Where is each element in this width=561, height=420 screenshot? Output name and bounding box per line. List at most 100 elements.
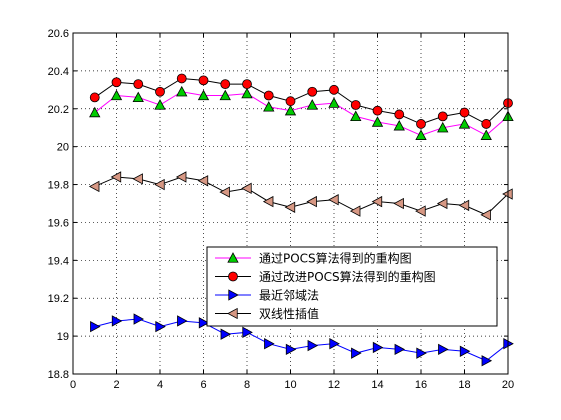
data-point xyxy=(371,116,384,127)
data-point xyxy=(133,79,144,90)
data-point xyxy=(371,195,383,208)
axis-ticks: 0 2 4 6 8 10 12 14 16 18 20 18.8 19 19.2 19.4 19.6 19.8 2… xyxy=(48,28,515,391)
legend-label: 双线性插值 xyxy=(259,306,319,321)
x-tick-label: 12 xyxy=(328,379,340,391)
data-point xyxy=(219,89,231,101)
data-point xyxy=(306,195,317,208)
data-point xyxy=(351,347,362,359)
data-point xyxy=(219,186,230,198)
data-point xyxy=(349,205,361,217)
data-point xyxy=(133,313,145,325)
data-point xyxy=(197,89,210,101)
legend-label: 最近邻域法 xyxy=(259,289,319,303)
x-tick-label: 20 xyxy=(502,379,514,391)
legend-item: 通过改进POCS算法得到的重构图 xyxy=(215,269,436,284)
legend-label: 通过改进POCS算法得到的重构图 xyxy=(259,269,436,284)
data-point xyxy=(458,199,470,212)
data-point xyxy=(393,197,404,210)
data-point xyxy=(220,79,231,90)
data-point xyxy=(110,171,122,183)
data-point xyxy=(132,173,143,185)
x-tick-label: 8 xyxy=(244,379,250,391)
data-point xyxy=(197,175,209,187)
data-point xyxy=(175,171,187,183)
data-point xyxy=(372,105,383,116)
legend-marker xyxy=(227,252,239,263)
legend-marker xyxy=(227,307,238,320)
data-point xyxy=(307,339,319,352)
legend-label: 通过POCS算法得到的重构图 xyxy=(259,251,412,266)
data-point xyxy=(416,119,426,129)
data-point xyxy=(394,109,405,120)
y-tick-label: 19.6 xyxy=(48,217,69,229)
data-point xyxy=(90,320,101,333)
data-point xyxy=(198,75,209,86)
data-point xyxy=(480,129,492,140)
data-point xyxy=(89,106,101,118)
y-tick-label: 19 xyxy=(57,331,69,343)
legend-marker xyxy=(228,271,238,282)
data-point xyxy=(328,97,340,108)
data-point xyxy=(111,77,122,88)
data-point xyxy=(241,87,253,99)
data-point xyxy=(198,317,210,329)
x-tick-label: 10 xyxy=(284,379,296,391)
data-point xyxy=(176,85,188,97)
y-tick-label: 19.2 xyxy=(48,293,69,305)
legend-item: 通过POCS算法得到的重构图 xyxy=(215,251,412,266)
data-point xyxy=(264,338,275,350)
series-1 xyxy=(89,85,514,140)
data-point xyxy=(329,338,340,350)
data-point xyxy=(242,79,252,90)
data-point xyxy=(415,129,427,140)
data-point xyxy=(437,111,448,122)
x-tick-label: 16 xyxy=(415,379,427,391)
x-tick-label: 6 xyxy=(200,379,206,391)
data-point xyxy=(155,86,165,97)
data-point xyxy=(263,101,275,112)
data-point xyxy=(154,99,166,110)
y-tick-label: 20.4 xyxy=(48,66,69,78)
data-point xyxy=(89,92,100,103)
data-point xyxy=(438,343,449,356)
data-point xyxy=(110,89,123,101)
y-tick-label: 20.6 xyxy=(48,28,69,40)
data-point xyxy=(285,343,297,356)
data-point xyxy=(88,180,100,193)
data-point xyxy=(241,182,252,195)
series-3 xyxy=(90,313,514,367)
data-point xyxy=(155,320,166,333)
data-point xyxy=(416,347,427,359)
data-point xyxy=(329,84,339,95)
data-point xyxy=(285,96,296,107)
data-point xyxy=(481,119,492,129)
y-tick-label: 18.8 xyxy=(48,369,69,381)
data-point xyxy=(436,197,448,210)
data-point xyxy=(350,110,362,122)
x-tick-label: 0 xyxy=(70,379,76,391)
data-point xyxy=(111,315,123,327)
data-point xyxy=(415,205,426,217)
data-point xyxy=(437,121,449,133)
data-point xyxy=(154,178,165,191)
legend-item: 双线性插值 xyxy=(215,306,319,321)
data-point xyxy=(328,194,339,206)
y-tick-label: 20 xyxy=(57,142,69,154)
data-point xyxy=(242,326,253,338)
x-tick-label: 2 xyxy=(113,379,119,391)
data-point xyxy=(263,90,274,101)
data-point xyxy=(220,328,232,340)
legend-item: 最近邻域法 xyxy=(215,289,319,303)
data-point xyxy=(307,86,318,97)
data-point xyxy=(480,209,491,221)
data-point xyxy=(393,119,405,131)
data-point xyxy=(284,201,296,213)
data-point xyxy=(350,100,361,110)
x-tick-label: 4 xyxy=(157,379,163,391)
series-group xyxy=(88,73,514,367)
series-4 xyxy=(88,171,513,221)
series-2 xyxy=(89,73,513,129)
y-tick-label: 19.8 xyxy=(48,180,69,192)
